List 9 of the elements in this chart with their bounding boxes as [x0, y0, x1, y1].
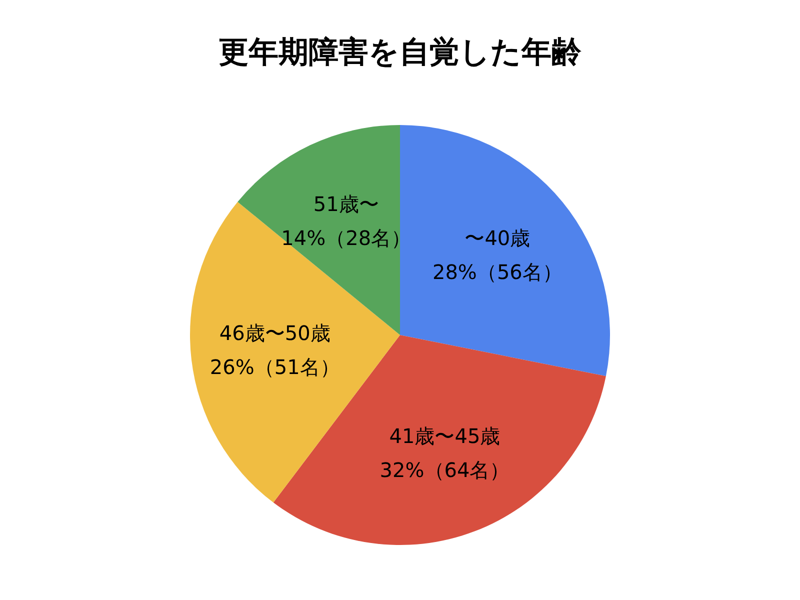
slice-label: 46歳〜50歳	[219, 320, 330, 345]
data-label: 26%（51名）	[210, 354, 340, 379]
slice-label: 〜40歳	[464, 226, 530, 250]
data-label: 14%（28名）	[281, 226, 412, 250]
slice-label: 51歳〜	[313, 192, 379, 216]
slice-label: 41歳〜45歳	[389, 424, 500, 448]
data-label: 32%（64名）	[380, 458, 510, 482]
chart-title: 更年期障害を自覚した年齢	[218, 35, 582, 70]
data-label: 28%（56名）	[432, 260, 562, 284]
